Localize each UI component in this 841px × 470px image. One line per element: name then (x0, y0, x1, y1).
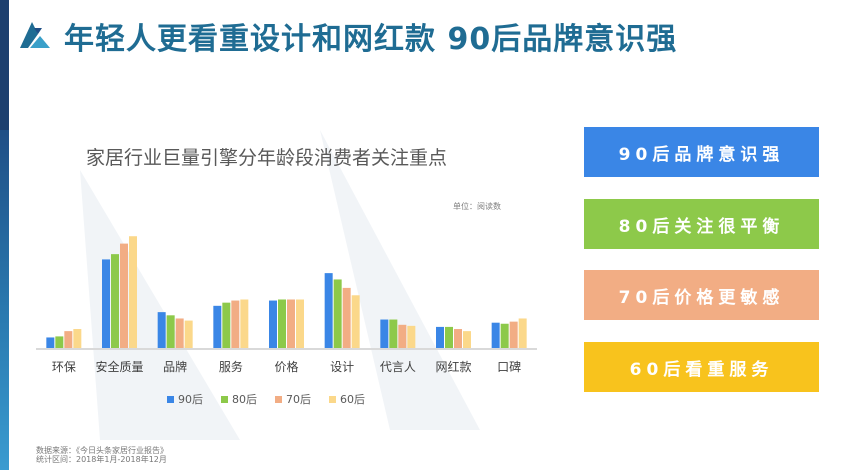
bar-80后-品牌 (166, 315, 175, 348)
bar-90后-品牌 (157, 312, 166, 348)
bar-80后-口碑 (500, 323, 509, 348)
bar-90后-价格 (269, 300, 277, 348)
bar-60后-安全质量 (129, 236, 137, 348)
legend-swatch-70 (275, 395, 282, 403)
legend-label-90: 90后 (178, 393, 203, 406)
bar-70后-价格 (287, 299, 295, 348)
x-tick-label: 环保 (52, 360, 76, 374)
x-tick-label: 品牌 (163, 360, 187, 374)
x-tick-label: 口碑 (497, 359, 521, 374)
card-60-label: 60后看重服务 (629, 359, 774, 380)
legend-item-90: 90后 (167, 391, 203, 407)
data-source-line: 数据来源：《今日头条家居行业报告》 (36, 446, 168, 455)
data-period-line: 统计区间：2018年1月-2018年12月 (36, 455, 167, 464)
legend-swatch-60 (329, 395, 336, 403)
chart-legend: 90后 80后 70后 60后 (167, 391, 365, 407)
legend-swatch-90 (167, 395, 174, 403)
card-80-label: 80后关注很平衡 (618, 216, 785, 237)
card-60-service: 60后看重服务 (584, 342, 819, 392)
bar-70后-安全质量 (120, 243, 128, 348)
x-tick-label: 服务 (219, 359, 243, 374)
bar-90后-代言人 (380, 319, 389, 348)
x-tick-label: 网红款 (435, 359, 471, 374)
bar-80后-环保 (55, 336, 64, 348)
legend-item-80: 80后 (221, 391, 257, 407)
bar-70后-品牌 (175, 318, 184, 348)
card-90-label: 90后品牌意识强 (618, 144, 785, 165)
bar-60后-网红款 (463, 331, 471, 348)
left-accent-bar-top (0, 0, 9, 130)
bar-90后-口碑 (491, 322, 500, 348)
legend-label-60: 60后 (340, 393, 365, 406)
bar-80后-代言人 (389, 319, 398, 348)
bar-80后-服务 (222, 302, 231, 348)
card-70-price: 70后价格更敏感 (584, 270, 819, 320)
card-70-label: 70后价格更敏感 (618, 287, 785, 308)
bar-60后-价格 (296, 299, 304, 348)
page-headline: 年轻人更看重设计和网红款 90后品牌意识强 (64, 22, 678, 57)
bar-90后-网红款 (436, 326, 444, 348)
bar-80后-网红款 (445, 326, 453, 348)
bar-80后-安全质量 (111, 254, 119, 348)
legend-label-80: 80后 (232, 393, 257, 406)
bar-60后-设计 (351, 295, 360, 348)
bar-90后-安全质量 (102, 259, 110, 348)
bar-60后-环保 (73, 329, 82, 348)
bar-70后-设计 (342, 287, 351, 348)
x-tick-label: 安全质量 (95, 359, 143, 374)
bar-70后-服务 (231, 300, 240, 348)
unit-note: 单位：阅读数 (453, 202, 501, 211)
legend-item-60: 60后 (329, 391, 365, 407)
legend-label-70: 70后 (286, 393, 311, 406)
bar-80后-设计 (333, 279, 342, 348)
brand-logo-icon (20, 22, 50, 48)
bar-chart: 环保 安全质量 品牌 服务 价格 设计 代言人 网红款 口碑 (36, 236, 537, 374)
bar-60后-品牌 (184, 320, 193, 348)
bar-70后-代言人 (398, 324, 407, 348)
bar-60后-代言人 (407, 325, 416, 348)
bar-70后-口碑 (509, 321, 518, 348)
bar-70后-网红款 (454, 329, 462, 348)
legend-item-70: 70后 (275, 391, 311, 407)
background-watermark (80, 130, 480, 440)
bar-60后-服务 (240, 299, 249, 348)
x-tick-label: 设计 (330, 360, 354, 374)
bar-60后-口碑 (518, 318, 527, 348)
bar-90后-设计 (324, 273, 333, 348)
card-80-balanced: 80后关注很平衡 (584, 199, 819, 249)
left-accent-bar (0, 130, 9, 470)
card-90-brand: 90后品牌意识强 (584, 127, 819, 177)
x-tick-label: 价格 (274, 359, 298, 374)
x-tick-label: 代言人 (380, 360, 416, 374)
data-source-note: 数据来源：《今日头条家居行业报告》 统计区间：2018年1月-2018年12月 (36, 446, 168, 464)
legend-swatch-80 (221, 395, 228, 403)
bar-70后-环保 (64, 331, 73, 348)
bar-90后-环保 (46, 337, 55, 348)
chart-title: 家居行业巨量引擎分年龄段消费者关注重点 (86, 147, 448, 169)
bar-80后-价格 (278, 299, 286, 348)
bar-90后-服务 (213, 305, 222, 348)
